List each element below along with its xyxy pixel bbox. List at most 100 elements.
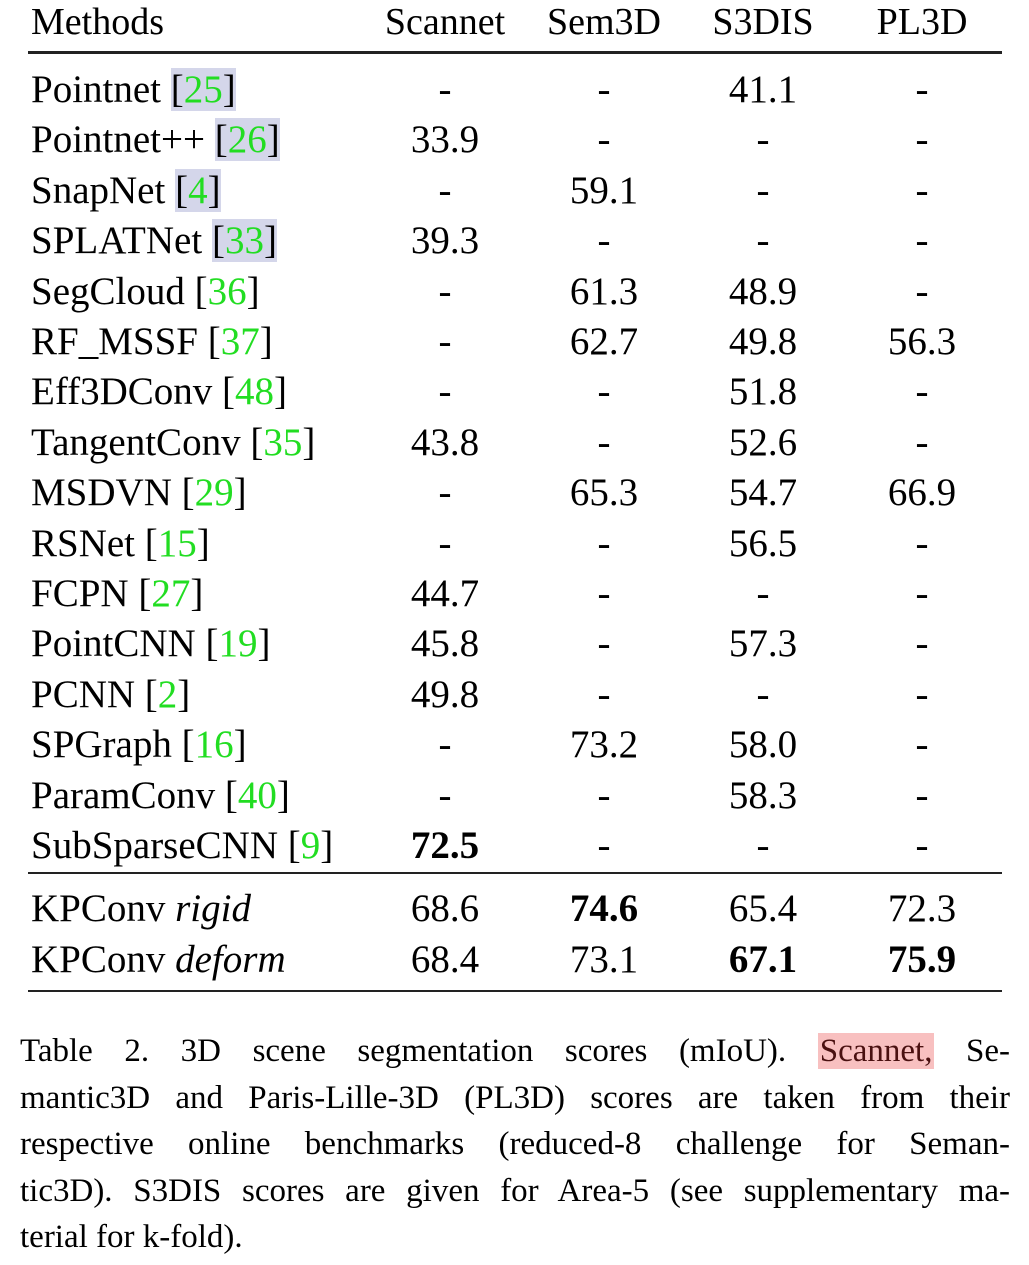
citation-link[interactable]: [29]: [181, 471, 247, 515]
citation-link[interactable]: [26]: [214, 118, 280, 162]
score-cell: -: [438, 168, 452, 212]
score-cell: -: [756, 824, 770, 867]
table-row: SPGraph [16] - 73.2 58.0 -: [28, 720, 1002, 770]
table-row-ours: KPConv deform 68.4 73.1 67.1 75.9: [28, 935, 1002, 985]
score-cell: 73.1: [569, 938, 639, 981]
score-cell: -: [438, 370, 452, 414]
method-name: RF_MSSF [37]: [31, 320, 273, 363]
score-cell: -: [756, 672, 770, 716]
score-cell: 48.9: [728, 269, 798, 313]
method-name: PCNN [2]: [31, 672, 191, 716]
method-variant: deform: [175, 938, 286, 981]
citation-link[interactable]: [9]: [287, 824, 334, 867]
method-name: Pointnet [25]: [31, 68, 236, 111]
citation-link[interactable]: [37]: [207, 320, 273, 363]
caption-line-1: Table 2. 3D scene segmentation scores (m…: [20, 1033, 1011, 1069]
table-row: RF_MSSF [37] - 62.7 49.8 56.3: [28, 317, 1002, 367]
citation-link[interactable]: [19]: [205, 622, 271, 666]
score-cell: -: [915, 269, 929, 313]
score-cell: -: [756, 572, 770, 615]
citation-link[interactable]: [2]: [144, 672, 191, 716]
method-name: SPGraph [16]: [31, 723, 247, 767]
table-row: SPLATNet [33] 39.3 - - -: [28, 216, 1002, 266]
score-cell: -: [597, 773, 611, 817]
col-header-s3dis: S3DIS: [712, 1, 814, 43]
method-name: Eff3DConv [48]: [31, 370, 288, 414]
score-cell: -: [915, 521, 929, 565]
caption-line-4: tic3D). S3DIS scores are given for Area-…: [20, 1172, 1010, 1209]
citation-link[interactable]: [27]: [138, 572, 204, 615]
score-cell: -: [915, 572, 929, 615]
score-cell: -: [756, 219, 770, 263]
score-cell: -: [438, 773, 452, 817]
table-row: PCNN [2] 49.8 - - -: [28, 670, 1002, 720]
method-name: FCPN [27]: [31, 572, 204, 615]
method-name: Pointnet++ [26]: [31, 118, 280, 162]
score-cell: 58.3: [728, 773, 798, 817]
citation-link[interactable]: [35]: [250, 420, 316, 464]
score-cell: 33.9: [410, 118, 480, 162]
score-cell: -: [915, 219, 929, 263]
score-cell: 56.5: [728, 521, 798, 565]
citation-link[interactable]: [4]: [175, 168, 221, 212]
score-cell: -: [438, 320, 452, 363]
score-cell: -: [438, 269, 452, 313]
citation-link[interactable]: [16]: [181, 723, 247, 767]
score-cell: -: [915, 68, 929, 111]
score-cell: 41.1: [728, 68, 798, 111]
score-cell: -: [915, 773, 929, 817]
score-cell: 62.7: [569, 320, 639, 363]
score-cell: 67.1: [728, 938, 798, 981]
table-row: TangentConv [35] 43.8 - 52.6 -: [28, 418, 1002, 468]
score-cell: -: [915, 622, 929, 666]
citation-link[interactable]: [33]: [211, 219, 277, 263]
caption-line-3: respective online benchmarks (reduced-8 …: [20, 1126, 1010, 1162]
col-header-scannet: Scannet: [384, 1, 506, 43]
citation-link[interactable]: [48]: [222, 370, 288, 414]
score-cell: 44.7: [410, 572, 480, 615]
score-cell: 72.5: [410, 824, 480, 867]
score-cell: 65.3: [569, 471, 639, 515]
method-name: SnapNet [4]: [31, 168, 221, 212]
score-cell: 49.8: [410, 672, 480, 716]
score-cell: 59.1: [569, 168, 639, 212]
table-row-ours: KPConv rigid 68.6 74.6 65.4 72.3: [28, 884, 1002, 934]
score-cell: -: [438, 68, 452, 111]
score-cell: -: [438, 471, 452, 515]
score-cell: 73.2: [569, 723, 639, 767]
score-cell: -: [915, 672, 929, 716]
table-row: PointCNN [19] 45.8 - 57.3 -: [28, 619, 1002, 669]
top-rule: [28, 51, 1002, 54]
col-header-sem3d: Sem3D: [547, 1, 661, 43]
citation-link[interactable]: [25]: [170, 68, 236, 111]
score-cell: -: [756, 168, 770, 212]
highlighted-scannet: Scannet,: [817, 1033, 935, 1069]
method-name: PointCNN [19]: [31, 622, 271, 666]
score-cell: -: [597, 521, 611, 565]
score-cell: -: [915, 420, 929, 464]
method-name: SegCloud [36]: [31, 269, 260, 313]
score-cell: -: [597, 622, 611, 666]
method-variant: rigid: [175, 887, 251, 930]
score-cell: -: [597, 370, 611, 414]
score-cell: -: [597, 420, 611, 464]
method-name: SPLATNet [33]: [31, 219, 277, 263]
table-row: Pointnet [25] - - 41.1 -: [28, 65, 1002, 115]
citation-link[interactable]: [15]: [144, 521, 210, 565]
citation-link[interactable]: [36]: [194, 269, 260, 313]
citation-link[interactable]: [40]: [224, 773, 290, 817]
score-cell: 58.0: [728, 723, 798, 767]
score-cell: 72.3: [887, 887, 957, 930]
score-cell: 43.8: [410, 420, 480, 464]
table-header: Methods Scannet Sem3D S3DIS PL3D: [28, 0, 1002, 47]
score-cell: -: [915, 370, 929, 414]
score-cell: -: [597, 672, 611, 716]
mid-rule: [28, 872, 1002, 874]
score-cell: 54.7: [728, 471, 798, 515]
score-cell: -: [597, 118, 611, 162]
col-header-pl3d: PL3D: [876, 1, 968, 43]
table-caption: Table 2. 3D scene segmentation scores (m…: [20, 1028, 1010, 1261]
score-cell: -: [915, 723, 929, 767]
table-row: Pointnet++ [26] 33.9 - - -: [28, 115, 1002, 165]
score-cell: 68.4: [410, 938, 480, 981]
